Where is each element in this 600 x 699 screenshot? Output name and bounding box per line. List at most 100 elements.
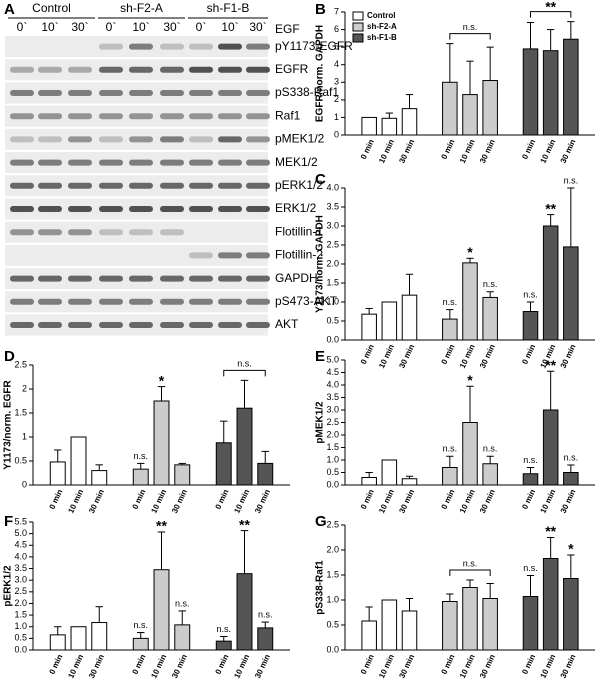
bar: [542, 558, 559, 651]
blot-band: [99, 136, 123, 143]
blot-band: [10, 275, 34, 282]
blot-band: [68, 275, 92, 282]
blot-band: [218, 182, 242, 189]
blot-band: [160, 43, 184, 50]
y-tick-label: 5: [334, 42, 339, 52]
legend-swatch: [352, 33, 364, 43]
blot-band: [246, 182, 270, 189]
row-label: pMEK1/2: [275, 132, 325, 146]
bar: [401, 294, 418, 341]
blot-band: [129, 182, 153, 189]
y-axis-title: Y1173/norm. EGFR: [3, 379, 14, 469]
blot-band: [68, 90, 92, 96]
bar: [462, 262, 478, 341]
bar: [361, 313, 377, 341]
legend-swatch: [352, 22, 364, 32]
bar: [49, 461, 66, 486]
blot-band: [246, 90, 270, 96]
y-axis-title: Y1173/norm. GAPDH: [315, 215, 326, 313]
blot-band: [129, 229, 153, 236]
legend-label: sh-F2-A: [367, 22, 397, 31]
bar: [482, 80, 498, 136]
blot-band: [160, 90, 184, 96]
y-tick-label: 3.5: [326, 392, 339, 402]
y-tick-label: 2.5: [14, 586, 27, 596]
blot-band: [189, 113, 213, 120]
y-tick-label: 1.5: [14, 609, 27, 619]
y-tick-label: 1.0: [326, 454, 339, 464]
blot-band: [99, 298, 123, 305]
y-tick-label: 3.0: [326, 404, 339, 414]
bar: [442, 467, 458, 486]
treatment-label: EGF: [275, 22, 300, 36]
significance-label: n.s.: [133, 451, 148, 461]
blot-band: [10, 90, 34, 96]
bar: [381, 301, 398, 341]
blot-band: [99, 182, 123, 189]
bar: [49, 634, 66, 651]
blot-band: [99, 159, 123, 166]
blot-band: [189, 182, 213, 189]
blot-band: [246, 66, 270, 73]
bar: [174, 464, 191, 486]
blot-band: [99, 43, 123, 50]
bar: [236, 407, 253, 486]
significance-label: **: [239, 516, 250, 532]
y-tick-label: 1.0: [14, 621, 27, 631]
bar: [361, 620, 377, 651]
lane-label: 0`: [106, 20, 117, 34]
blot-band: [189, 136, 213, 143]
blot-band: [10, 206, 34, 212]
significance-label: **: [156, 518, 167, 534]
y-tick-label: 0.5: [326, 619, 339, 629]
bar: [153, 569, 170, 651]
bar: [563, 578, 579, 651]
blot-band: [160, 136, 184, 143]
y-tick-label: 2.5: [326, 239, 339, 249]
blot-band: [10, 229, 34, 236]
bar: [401, 478, 418, 486]
group-label: sh-F1-B: [207, 1, 250, 15]
blot-band: [246, 43, 270, 50]
blot-band: [129, 136, 153, 143]
significance-label: *: [568, 541, 574, 557]
row-label: GAPDH: [275, 271, 318, 285]
blot-band: [160, 298, 184, 305]
blot-band: [218, 66, 242, 73]
significance-label: n.s.: [564, 452, 579, 462]
y-tick-label: 4.0: [326, 379, 339, 389]
blot-band: [160, 182, 184, 189]
y-tick-label: 0.0: [326, 334, 339, 344]
y-tick-label: 4.5: [14, 540, 27, 550]
y-tick-label: 0.5: [326, 467, 339, 477]
lane-label: 30`: [163, 20, 180, 34]
bracket-label: n.s.: [237, 359, 252, 369]
y-tick-label: 6: [334, 24, 339, 34]
blot-band: [68, 159, 92, 166]
blot-band: [189, 298, 213, 305]
bar: [257, 462, 274, 486]
panel-letter: D: [4, 348, 15, 365]
y-tick-label: 2.0: [14, 598, 27, 608]
y-tick-label: 4.5: [326, 367, 339, 377]
blot-band: [160, 275, 184, 282]
y-tick-label: 2: [334, 94, 339, 104]
blot-band: [129, 113, 153, 120]
blot-band: [189, 43, 213, 50]
legend-label: sh-F1-B: [367, 33, 397, 42]
panel-letter: G: [315, 513, 327, 530]
significance-label: n.s.: [175, 598, 190, 608]
bar: [563, 246, 579, 341]
row-label: EGFR: [275, 62, 309, 76]
y-tick-label: 7: [334, 6, 339, 16]
bar: [522, 473, 539, 486]
y-tick-label: 2.5: [326, 519, 339, 529]
y-tick-label: 1.5: [14, 407, 27, 417]
blot-band: [129, 322, 153, 328]
significance-label: n.s.: [443, 444, 458, 454]
blot-band: [129, 298, 153, 305]
blot-band: [10, 322, 34, 328]
blot-band: [129, 90, 153, 96]
